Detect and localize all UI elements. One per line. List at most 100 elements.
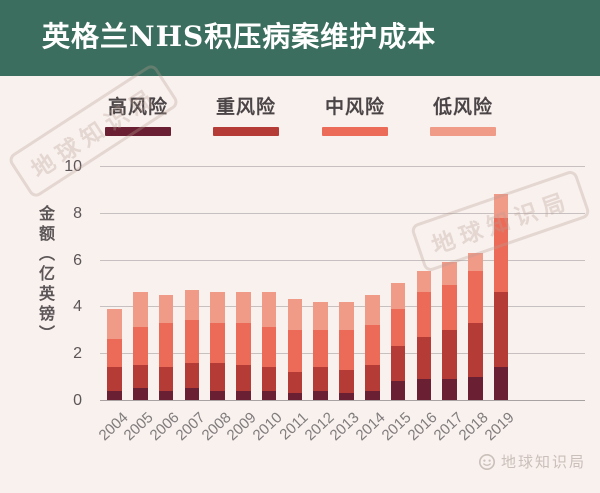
legend-label: 中风险 (324, 97, 385, 118)
bar-segment-2006 (158, 322, 174, 368)
bar-segment-2004 (107, 308, 122, 340)
stacked-bar-2005 (133, 292, 148, 400)
bar-segment-2016 (416, 378, 432, 400)
chart-legend: 高风险 重风险 中风险 低风险 (0, 92, 600, 148)
globe-icon (478, 453, 496, 471)
legend-item: 重风险 (213, 92, 279, 136)
bar-segment-2005 (133, 292, 148, 328)
stacked-bar-2019 (493, 194, 509, 400)
bar-segment-2012 (313, 390, 328, 400)
stacked-bar-2008 (210, 292, 225, 400)
bar-segment-2013 (339, 329, 354, 370)
bar-segment-2008 (210, 292, 225, 323)
bar-segment-2019 (493, 292, 509, 368)
bar-segment-2008 (210, 322, 225, 363)
x-tick-label-2019: 2019 (481, 409, 518, 445)
bar-segment-2007 (184, 388, 200, 400)
bar-chart-plot-area (100, 166, 585, 401)
gridline-y8 (100, 212, 585, 214)
y-tick-label-10: 10 (64, 158, 82, 175)
bar-segment-2010 (261, 367, 277, 391)
bar-segment-2018 (468, 252, 483, 272)
bar-segment-2011 (287, 392, 303, 400)
bar-segment-2006 (158, 390, 174, 400)
bar-segment-2016 (416, 336, 432, 379)
bar-segment-2008 (210, 390, 225, 400)
bar-segment-2015 (390, 308, 406, 347)
legend-item: 低风险 (430, 92, 496, 136)
bar-segment-2017 (442, 261, 457, 286)
stacked-bar-2011 (287, 299, 303, 400)
legend-swatch (322, 127, 388, 136)
y-tick-label-6: 6 (73, 251, 82, 269)
legend-swatch (430, 127, 496, 136)
bar-segment-2007 (184, 362, 200, 389)
stacked-bar-2016 (416, 271, 432, 400)
bar-segment-2018 (468, 271, 483, 323)
stacked-bar-2009 (236, 292, 251, 400)
bar-segment-2012 (313, 301, 328, 330)
bar-segment-2016 (416, 271, 432, 293)
bar-segment-2009 (236, 322, 251, 365)
bar-segment-2004 (107, 367, 122, 391)
bar-segment-2011 (287, 329, 303, 372)
bar-segment-2013 (339, 369, 354, 393)
bar-segment-2010 (261, 292, 277, 328)
bar-segment-2017 (442, 378, 457, 400)
legend-swatch (213, 127, 279, 136)
stacked-bar-2018 (468, 252, 483, 400)
bar-segment-2004 (107, 339, 122, 368)
gridline-y6 (100, 259, 585, 261)
legend-label: 高风险 (107, 97, 168, 118)
bar-segment-2005 (133, 388, 148, 400)
bar-segment-2011 (287, 371, 303, 393)
page-title: 英格兰NHS积压病案维护成本 (42, 20, 437, 53)
y-tick-label-4: 4 (73, 298, 82, 316)
legend-swatch (105, 127, 171, 136)
bar-segment-2007 (184, 290, 200, 321)
stacked-bar-2010 (261, 292, 277, 400)
legend-item: 中风险 (322, 92, 388, 136)
bar-segment-2006 (158, 294, 174, 323)
bar-segment-2013 (339, 301, 354, 330)
bar-segment-2017 (442, 285, 457, 330)
bar-segment-2019 (493, 217, 509, 293)
bar-segment-2006 (158, 367, 174, 391)
bar-segment-2004 (107, 390, 122, 400)
bar-segment-2010 (261, 390, 277, 400)
stacked-bar-2017 (442, 261, 457, 400)
bar-segment-2014 (365, 390, 380, 400)
bar-segment-2009 (236, 364, 251, 391)
stacked-bar-2006 (158, 294, 174, 400)
bar-segment-2009 (236, 390, 251, 400)
bar-segment-2010 (261, 327, 277, 368)
legend-label: 重风险 (215, 97, 276, 118)
header-bar: 英格兰NHS积压病案维护成本 (0, 0, 600, 76)
bar-segment-2014 (365, 325, 380, 365)
bar-segment-2019 (493, 367, 509, 400)
legend-item: 高风险 (105, 92, 171, 136)
bar-segment-2011 (287, 299, 303, 330)
bar-segment-2005 (133, 327, 148, 365)
stacked-bar-2013 (339, 301, 354, 400)
stacked-bar-2007 (184, 290, 200, 400)
y-tick-label-0: 0 (73, 392, 82, 409)
y-tick-label-2: 2 (73, 345, 82, 363)
stacked-bar-2012 (313, 301, 328, 400)
bar-segment-2015 (390, 346, 406, 382)
bar-segment-2018 (468, 322, 483, 377)
stacked-bar-2004 (107, 308, 122, 400)
gridline-y10 (100, 166, 585, 167)
y-axis-title: 金额（亿英镑） (36, 205, 53, 345)
bar-segment-2014 (365, 364, 380, 391)
bar-segment-2018 (468, 376, 483, 400)
stacked-bar-2014 (365, 294, 380, 400)
legend-label: 低风险 (432, 97, 493, 118)
bar-segment-2015 (390, 283, 406, 309)
stacked-bar-2015 (390, 283, 406, 400)
bar-segment-2012 (313, 329, 328, 368)
bar-segment-2016 (416, 292, 432, 337)
bar-segment-2008 (210, 362, 225, 391)
bar-segment-2015 (390, 381, 406, 400)
x-axis-line (100, 400, 585, 401)
